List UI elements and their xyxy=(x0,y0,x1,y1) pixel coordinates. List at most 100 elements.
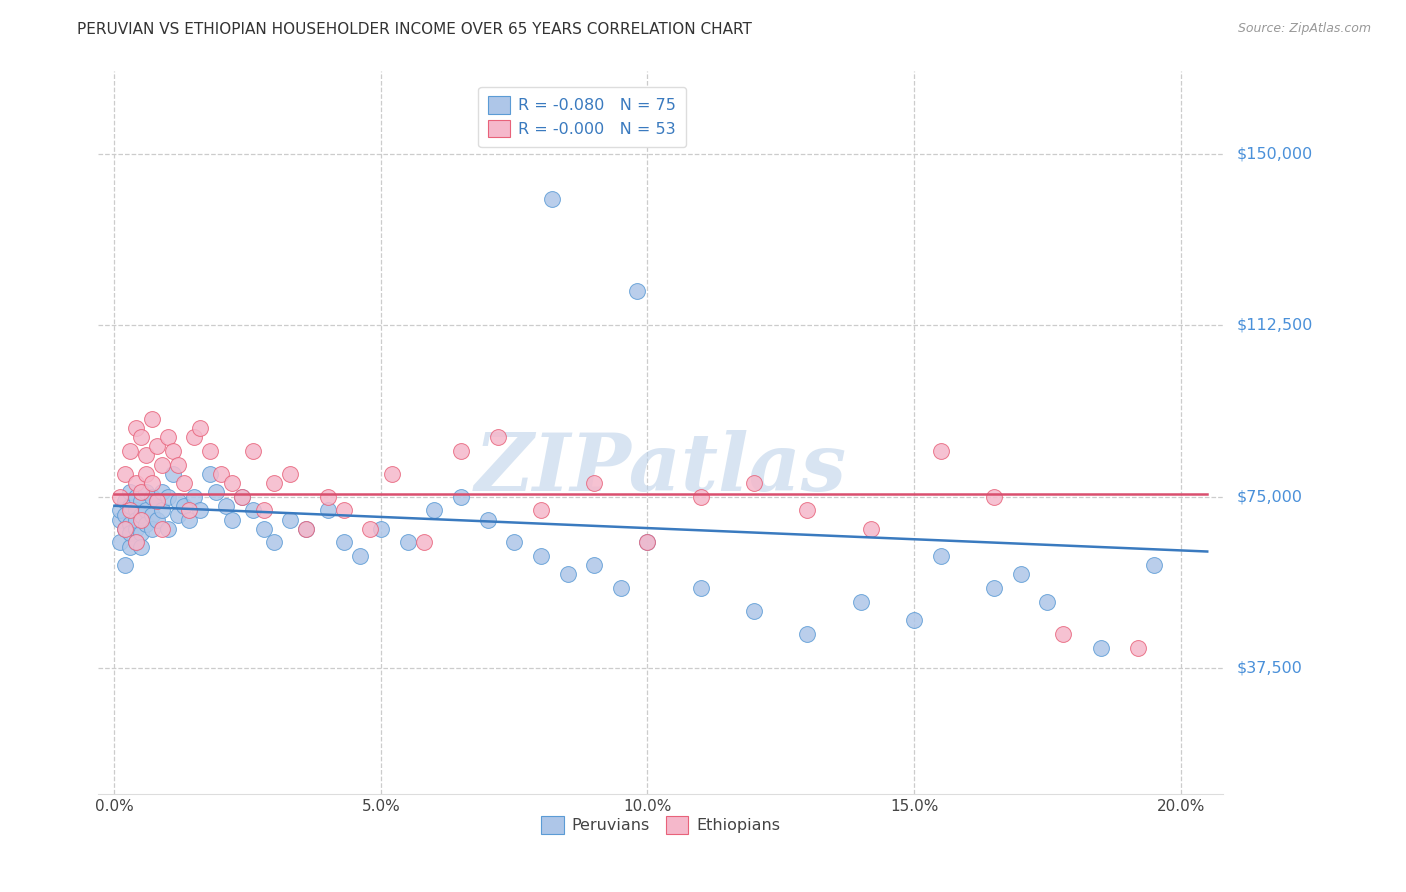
Point xyxy=(108,490,131,504)
Point xyxy=(221,475,243,490)
Point xyxy=(742,604,765,618)
Legend: Peruvians, Ethiopians: Peruvians, Ethiopians xyxy=(534,810,787,840)
Point xyxy=(860,522,883,536)
Point xyxy=(125,503,148,517)
Point xyxy=(156,490,179,504)
Point xyxy=(316,503,339,517)
Point xyxy=(349,549,371,563)
Point xyxy=(396,535,419,549)
Point xyxy=(114,558,136,573)
Point xyxy=(412,535,434,549)
Point xyxy=(626,284,648,298)
Point xyxy=(120,503,142,517)
Point xyxy=(125,512,148,526)
Point xyxy=(796,503,818,517)
Point xyxy=(983,490,1005,504)
Point xyxy=(146,494,169,508)
Point xyxy=(125,522,148,536)
Point xyxy=(135,503,157,517)
Point xyxy=(295,522,318,536)
Point xyxy=(150,522,173,536)
Point xyxy=(231,490,253,504)
Point xyxy=(120,526,142,541)
Point xyxy=(135,485,157,500)
Point xyxy=(120,485,142,500)
Point xyxy=(370,522,392,536)
Point xyxy=(167,458,190,472)
Point xyxy=(583,475,606,490)
Point xyxy=(278,467,301,481)
Point xyxy=(120,517,142,532)
Point xyxy=(637,535,659,549)
Point xyxy=(141,412,163,426)
Point xyxy=(129,430,152,444)
Point xyxy=(135,449,157,463)
Point xyxy=(450,444,472,458)
Point xyxy=(114,508,136,522)
Point xyxy=(253,503,276,517)
Point xyxy=(221,512,243,526)
Point xyxy=(1036,595,1059,609)
Point xyxy=(263,475,285,490)
Point xyxy=(983,581,1005,595)
Point xyxy=(129,540,152,554)
Point xyxy=(135,517,157,532)
Point xyxy=(150,458,173,472)
Point xyxy=(610,581,633,595)
Point xyxy=(188,421,211,435)
Text: ZIPatlas: ZIPatlas xyxy=(475,430,846,508)
Point xyxy=(120,499,142,513)
Point xyxy=(167,494,190,508)
Point xyxy=(188,503,211,517)
Point xyxy=(129,494,152,508)
Point xyxy=(450,490,472,504)
Text: $75,000: $75,000 xyxy=(1237,489,1303,504)
Point xyxy=(689,581,711,595)
Point xyxy=(263,535,285,549)
Point xyxy=(359,522,381,536)
Point xyxy=(242,503,264,517)
Point xyxy=(156,522,179,536)
Point xyxy=(929,549,952,563)
Point xyxy=(173,475,195,490)
Point xyxy=(557,567,579,582)
Point xyxy=(530,549,553,563)
Point xyxy=(796,627,818,641)
Text: $150,000: $150,000 xyxy=(1237,146,1313,161)
Point xyxy=(125,535,148,549)
Point xyxy=(125,421,148,435)
Point xyxy=(108,535,131,549)
Text: PERUVIAN VS ETHIOPIAN HOUSEHOLDER INCOME OVER 65 YEARS CORRELATION CHART: PERUVIAN VS ETHIOPIAN HOUSEHOLDER INCOME… xyxy=(77,22,752,37)
Point xyxy=(173,499,195,513)
Point xyxy=(204,485,226,500)
Point xyxy=(167,508,190,522)
Point xyxy=(162,444,184,458)
Point xyxy=(1052,627,1074,641)
Point xyxy=(295,522,318,536)
Point xyxy=(209,467,232,481)
Point xyxy=(156,430,179,444)
Point xyxy=(183,430,205,444)
Point xyxy=(1143,558,1166,573)
Text: Source: ZipAtlas.com: Source: ZipAtlas.com xyxy=(1237,22,1371,36)
Point xyxy=(129,485,152,500)
Point xyxy=(1010,567,1032,582)
Point xyxy=(114,494,136,508)
Point xyxy=(146,494,169,508)
Point xyxy=(200,444,222,458)
Point xyxy=(849,595,872,609)
Point xyxy=(135,467,157,481)
Point xyxy=(215,499,238,513)
Point xyxy=(150,485,173,500)
Point xyxy=(183,490,205,504)
Point xyxy=(253,522,276,536)
Point xyxy=(1126,640,1149,655)
Point xyxy=(114,522,136,536)
Point xyxy=(141,475,163,490)
Text: $37,500: $37,500 xyxy=(1237,661,1303,675)
Point xyxy=(129,512,152,526)
Point xyxy=(316,490,339,504)
Point xyxy=(146,439,169,453)
Point xyxy=(129,526,152,541)
Point xyxy=(150,503,173,517)
